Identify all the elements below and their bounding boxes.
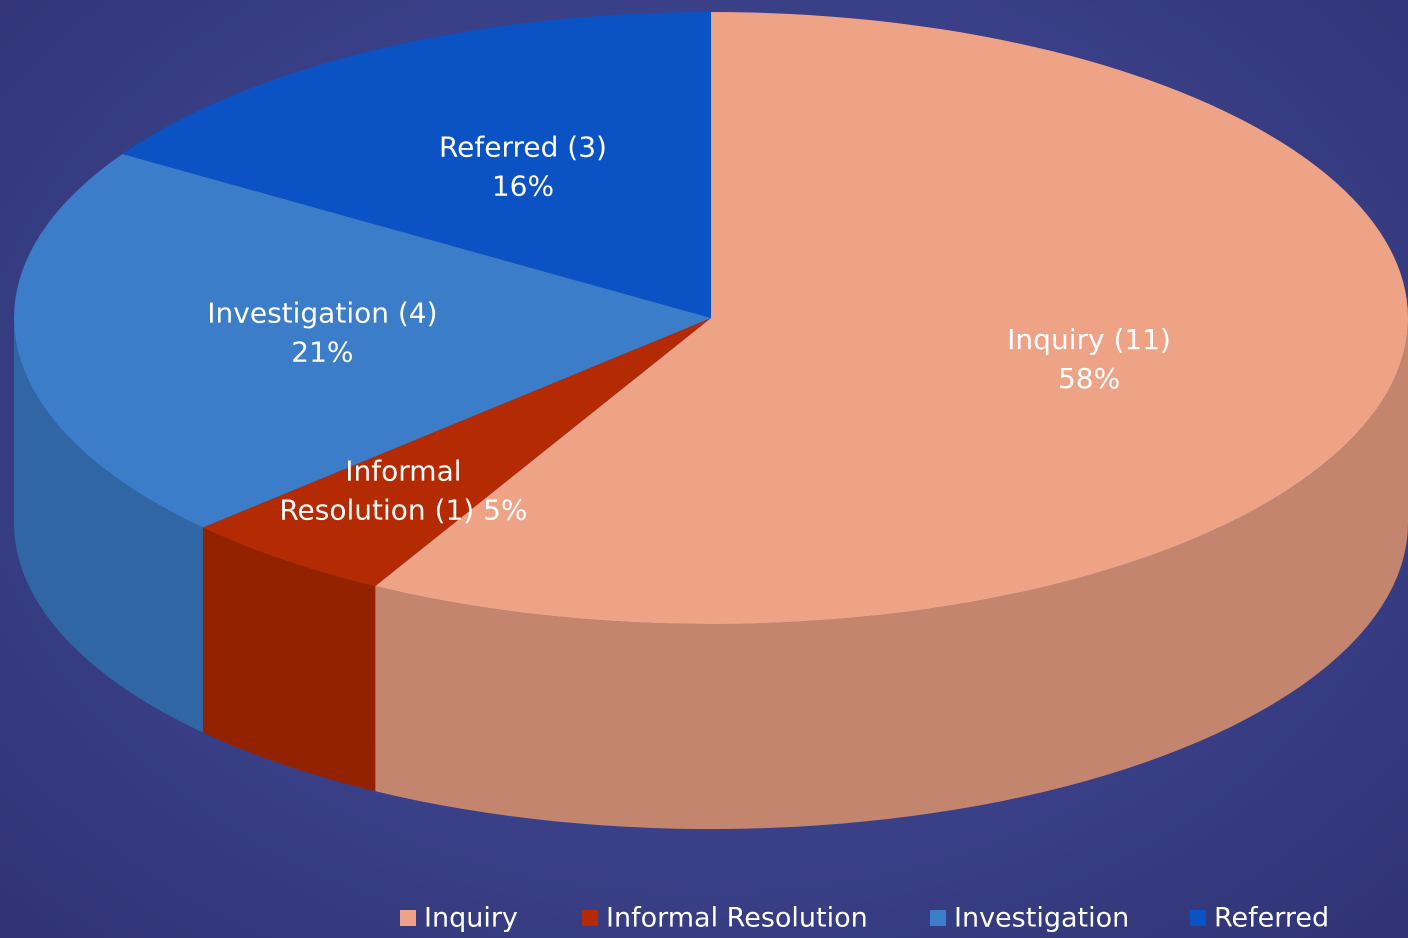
data-label: Referred (3)	[439, 130, 607, 163]
legend-marker	[400, 910, 416, 926]
pie-side-shade	[375, 318, 1408, 829]
pie-slice	[122, 12, 712, 318]
data-label: 21%	[291, 336, 353, 369]
pie-side-shade	[202, 527, 376, 792]
pie-side	[202, 527, 376, 792]
legend-label: Investigation	[954, 903, 1129, 934]
legend-marker	[930, 910, 946, 926]
data-label: Inquiry (11)	[1007, 323, 1171, 356]
data-label: Resolution (1) 5%	[279, 494, 527, 527]
legend-label: Informal Resolution	[606, 903, 868, 934]
pie-slice	[375, 12, 1408, 624]
data-label: Informal	[345, 455, 461, 488]
legend-label: Referred	[1214, 903, 1329, 934]
data-label: 58%	[1058, 362, 1120, 395]
data-label: Investigation (4)	[207, 297, 437, 330]
pie-slice	[202, 318, 711, 587]
legend-label: Inquiry	[424, 903, 518, 934]
pie-slice	[13, 154, 712, 528]
legend-marker	[1190, 910, 1206, 926]
data-label: 16%	[492, 169, 554, 202]
pie-side	[14, 318, 203, 733]
legend-marker	[582, 910, 598, 926]
pie-side-shade	[14, 318, 203, 733]
pie-side	[375, 318, 1408, 829]
